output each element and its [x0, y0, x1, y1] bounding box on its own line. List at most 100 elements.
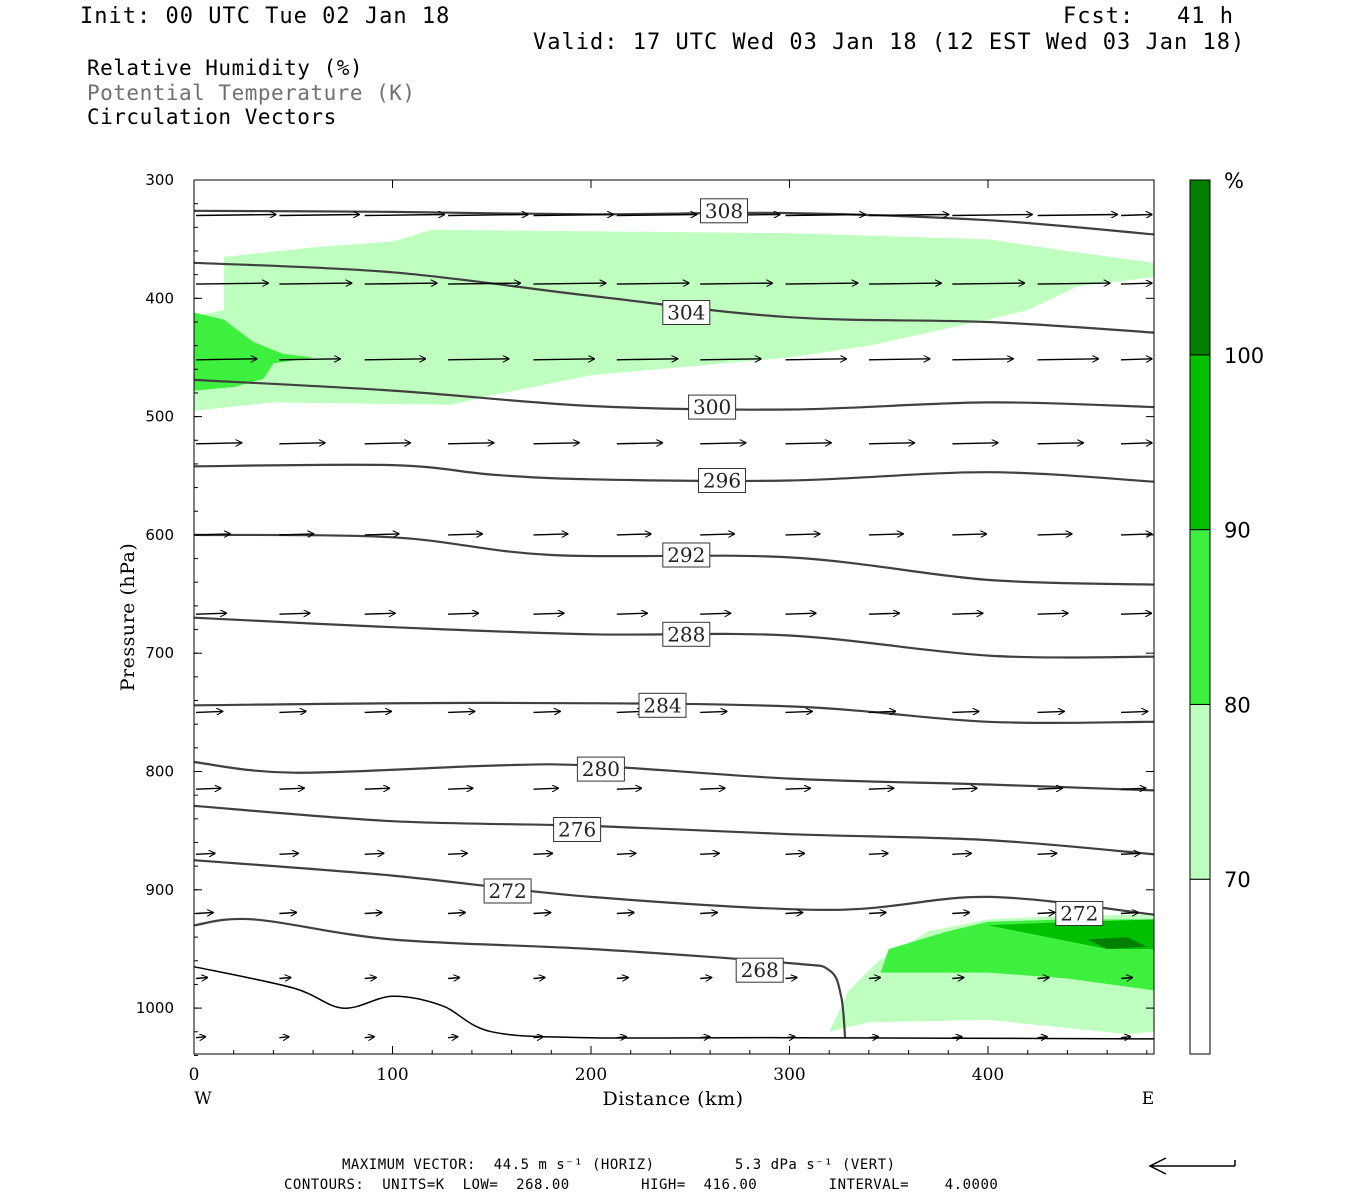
- theta-contour-296: [193, 463, 1155, 483]
- circulation-vector: [868, 711, 896, 712]
- colorbar-label-90: 90: [1224, 519, 1251, 543]
- circulation-vector: [279, 359, 340, 360]
- circulation-vector: [1120, 359, 1152, 360]
- x-axis-label: Distance (km): [602, 1088, 743, 1110]
- circulation-vector: [364, 613, 395, 614]
- x-tick-label-0: 0: [189, 1065, 200, 1085]
- y-tick-label-500: 500: [145, 408, 174, 426]
- circulation-vector: [364, 913, 382, 914]
- circulation-vector: [364, 1037, 375, 1038]
- circulation-vector: [952, 359, 1013, 360]
- circulation-vector: [700, 359, 761, 360]
- contour-label-272: 272: [1055, 901, 1104, 926]
- y-tick-label-900: 900: [145, 881, 174, 899]
- contour-label-268: 268: [735, 957, 784, 983]
- circulation-vector: [195, 853, 215, 854]
- circulation-vector: [279, 788, 304, 789]
- contour-label-280: 280: [576, 756, 625, 782]
- valid-time: Valid: 17 UTC Wed 03 Jan 18 (12 EST Wed …: [533, 30, 1246, 55]
- circulation-vector: [364, 283, 437, 284]
- colorbar: 70 80 90 100: [1189, 179, 1264, 1055]
- axes: 300 400 500 600 700 800 900 1000 0 100 200 300 400: [136, 171, 1154, 1085]
- circulation-vector: [279, 1037, 289, 1038]
- theta-contour-308: [193, 209, 1155, 236]
- circulation-vector: [1037, 534, 1072, 535]
- circulation-vector: [195, 215, 276, 216]
- svg-text:308: 308: [705, 199, 743, 223]
- contour-label-272: 272: [483, 878, 532, 904]
- circulation-vector: [279, 913, 296, 914]
- circulation-vector: [1037, 853, 1057, 854]
- circulation-vector: [785, 853, 805, 854]
- circulation-vector: [448, 283, 520, 284]
- theta-contour-284: [193, 701, 1155, 725]
- circulation-vector: [279, 283, 351, 284]
- circulation-vector: [1120, 1037, 1131, 1038]
- reference-vector-arrow: [1148, 1157, 1236, 1175]
- circulation-vector: [195, 1037, 206, 1038]
- plot-frame: [193, 179, 1155, 1055]
- theta-contour-280: [193, 760, 1155, 792]
- colorbar-segment-1: [1189, 703, 1211, 880]
- circulation-vector: [616, 978, 628, 979]
- circulation-vector: [195, 913, 213, 914]
- circulation-vector: [1120, 788, 1146, 789]
- rh-region-80: [194, 312, 314, 391]
- circulation-vector: [616, 534, 651, 535]
- circulation-vector: [364, 215, 445, 216]
- circulation-vector: [785, 788, 811, 789]
- circulation-vector: [868, 443, 915, 444]
- contour-info: CONTOURS: UNITS=K LOW= 268.00 HIGH= 416.…: [284, 1177, 999, 1193]
- circulation-vector: [533, 978, 545, 979]
- theta-contour-268: [193, 917, 847, 1038]
- circulation-vector: [364, 443, 411, 444]
- x-end-label-west: W: [194, 1089, 212, 1109]
- circulation-vector: [195, 283, 268, 284]
- circulation-vector: [952, 534, 986, 535]
- circulation-vector: [195, 788, 221, 789]
- contour-label-300: 300: [688, 394, 737, 420]
- circulation-vector: [785, 283, 858, 284]
- circulation-vector: [533, 711, 561, 712]
- circulation-vector: [448, 978, 459, 979]
- legend-potential-temperature: Potential Temperature (K): [87, 81, 416, 105]
- circulation-vector: [868, 978, 880, 979]
- circulation-vector: [279, 443, 325, 444]
- circulation-vector: [1120, 711, 1148, 712]
- circulation-vector: [700, 711, 727, 712]
- circulation-vector: [868, 1037, 879, 1038]
- x-tick-label-200: 200: [575, 1065, 607, 1085]
- contour-label-284: 284: [638, 692, 687, 718]
- circulation-vector: [868, 283, 941, 284]
- circulation-vector: [1037, 913, 1055, 914]
- colorbar-unit: %: [1224, 169, 1244, 193]
- circulation-vector: [785, 613, 816, 614]
- circulation-vector: [1037, 788, 1063, 789]
- circulation-vector: [279, 711, 306, 712]
- circulation-vector: [533, 853, 553, 854]
- theta-contours: [193, 209, 1155, 1040]
- circulation-vector: [1037, 613, 1068, 614]
- circulation-vector: [533, 359, 595, 360]
- circulation-vector: [700, 1037, 710, 1038]
- theta-contour-276: [193, 804, 1155, 856]
- circulation-vector: [952, 215, 1032, 216]
- circulation-vector: [533, 913, 551, 914]
- circulation-vector: [616, 788, 642, 789]
- circulation-vector: [1120, 853, 1140, 854]
- circulation-vector: [616, 215, 697, 216]
- contour-label-288: 288: [662, 621, 711, 647]
- contour-label-304: 304: [662, 300, 711, 325]
- circulation-vector: [448, 534, 482, 535]
- colorbar-segment-0: [1189, 878, 1211, 1055]
- contour-label-276: 276: [553, 817, 602, 842]
- circulation-vector: [1120, 283, 1152, 284]
- circulation-vector: [952, 443, 998, 444]
- init-time: Init: 00 UTC Tue 02 Jan 18: [80, 4, 451, 29]
- circulation-vector: [868, 788, 894, 789]
- circulation-vectors: [195, 215, 1152, 1038]
- circulation-vector: [952, 913, 969, 914]
- x-tick-label-400: 400: [972, 1065, 1004, 1085]
- circulation-vector: [1037, 215, 1118, 216]
- svg-text:292: 292: [667, 543, 705, 567]
